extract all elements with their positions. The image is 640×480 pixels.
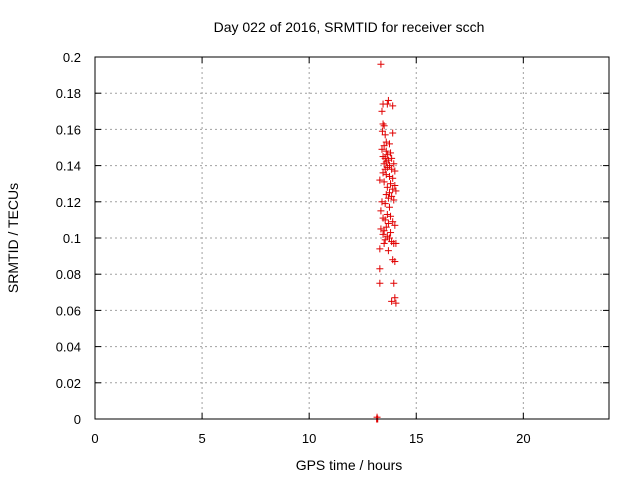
data-point	[380, 160, 388, 168]
data-point	[379, 169, 387, 177]
data-point	[387, 180, 395, 188]
data-point	[392, 187, 400, 195]
data-point	[385, 189, 393, 197]
data-point	[379, 230, 387, 238]
data-point	[385, 234, 393, 242]
data-point	[390, 239, 398, 247]
data-point	[378, 145, 386, 153]
data-point	[385, 172, 393, 180]
data-point	[387, 212, 395, 220]
data-point	[381, 131, 389, 139]
data-point	[376, 245, 384, 253]
data-point	[373, 413, 381, 421]
data-point	[382, 147, 390, 155]
y-tick-label: 0.14	[56, 159, 81, 174]
data-point	[387, 149, 395, 157]
y-tick-label: 0.04	[56, 340, 81, 355]
data-point	[390, 196, 398, 204]
data-point	[380, 142, 388, 150]
data-point	[389, 185, 397, 193]
data-point	[383, 151, 391, 159]
x-tick-label: 5	[198, 431, 205, 446]
chart-title: Day 022 of 2016, SRMTID for receiver scc…	[214, 19, 485, 35]
data-point	[390, 160, 398, 168]
data-point	[385, 203, 393, 211]
y-tick-label: 0.08	[56, 267, 81, 282]
y-tick-label: 0.12	[56, 195, 81, 210]
data-point	[382, 223, 390, 231]
data-point	[381, 200, 389, 208]
data-point	[379, 100, 387, 108]
data-point	[389, 174, 397, 182]
data-point	[384, 194, 392, 202]
data-point	[388, 192, 396, 200]
data-point	[380, 122, 388, 130]
data-point	[378, 198, 386, 206]
x-axis-label: GPS time / hours	[296, 457, 403, 473]
x-tick-label: 15	[409, 431, 423, 446]
data-point	[389, 218, 397, 226]
x-tick-label: 10	[302, 431, 316, 446]
data-point	[377, 60, 385, 68]
data-point	[385, 140, 393, 148]
y-axis-label: SRMTID / TECUs	[5, 183, 21, 293]
data-point	[381, 236, 389, 244]
data-point	[379, 120, 387, 128]
data-point	[381, 216, 389, 224]
x-tick-label: 0	[91, 431, 98, 446]
grid	[95, 57, 609, 419]
data-point	[391, 221, 399, 229]
data-point	[380, 227, 388, 235]
data-point	[380, 178, 388, 186]
y-tick-label: 0	[74, 412, 81, 427]
data-point	[382, 138, 390, 146]
y-tick-label: 0.18	[56, 86, 81, 101]
data-point	[389, 129, 397, 137]
data-point	[391, 182, 399, 190]
data-point	[378, 107, 386, 115]
data-point	[383, 210, 391, 218]
tick-labels: 0 0.02 0.04 0.06 0.08 0.1 0.12 0.14 0.16 0.18 0.2 0…	[56, 50, 531, 446]
data-point	[391, 258, 399, 266]
data-point	[391, 167, 399, 175]
data-point	[388, 154, 396, 162]
data-point	[383, 183, 391, 191]
data-point	[392, 299, 400, 307]
data-point	[381, 165, 389, 173]
data-point	[389, 102, 397, 110]
data-point	[390, 279, 398, 287]
data-point	[377, 207, 385, 215]
data-points	[373, 60, 400, 423]
data-point	[387, 229, 395, 237]
plot-frame	[94, 56, 610, 420]
x-tick-label: 20	[516, 431, 530, 446]
data-point	[382, 171, 390, 179]
data-point	[382, 191, 390, 199]
data-point	[384, 220, 392, 228]
data-point	[376, 265, 384, 273]
data-point	[384, 247, 392, 255]
data-point	[388, 297, 396, 305]
data-point	[388, 165, 396, 173]
y-tick-label: 0.2	[63, 50, 81, 65]
data-point	[380, 239, 388, 247]
data-point	[376, 176, 384, 184]
y-tick-label: 0.02	[56, 376, 81, 391]
data-point	[384, 96, 392, 104]
data-point	[376, 279, 384, 287]
data-point	[391, 294, 399, 302]
y-tick-label: 0.16	[56, 122, 81, 137]
data-point	[378, 127, 386, 135]
data-point	[381, 154, 389, 162]
data-point	[377, 225, 385, 233]
y-tick-label: 0.1	[63, 231, 81, 246]
y-tick-label: 0.06	[56, 303, 81, 318]
